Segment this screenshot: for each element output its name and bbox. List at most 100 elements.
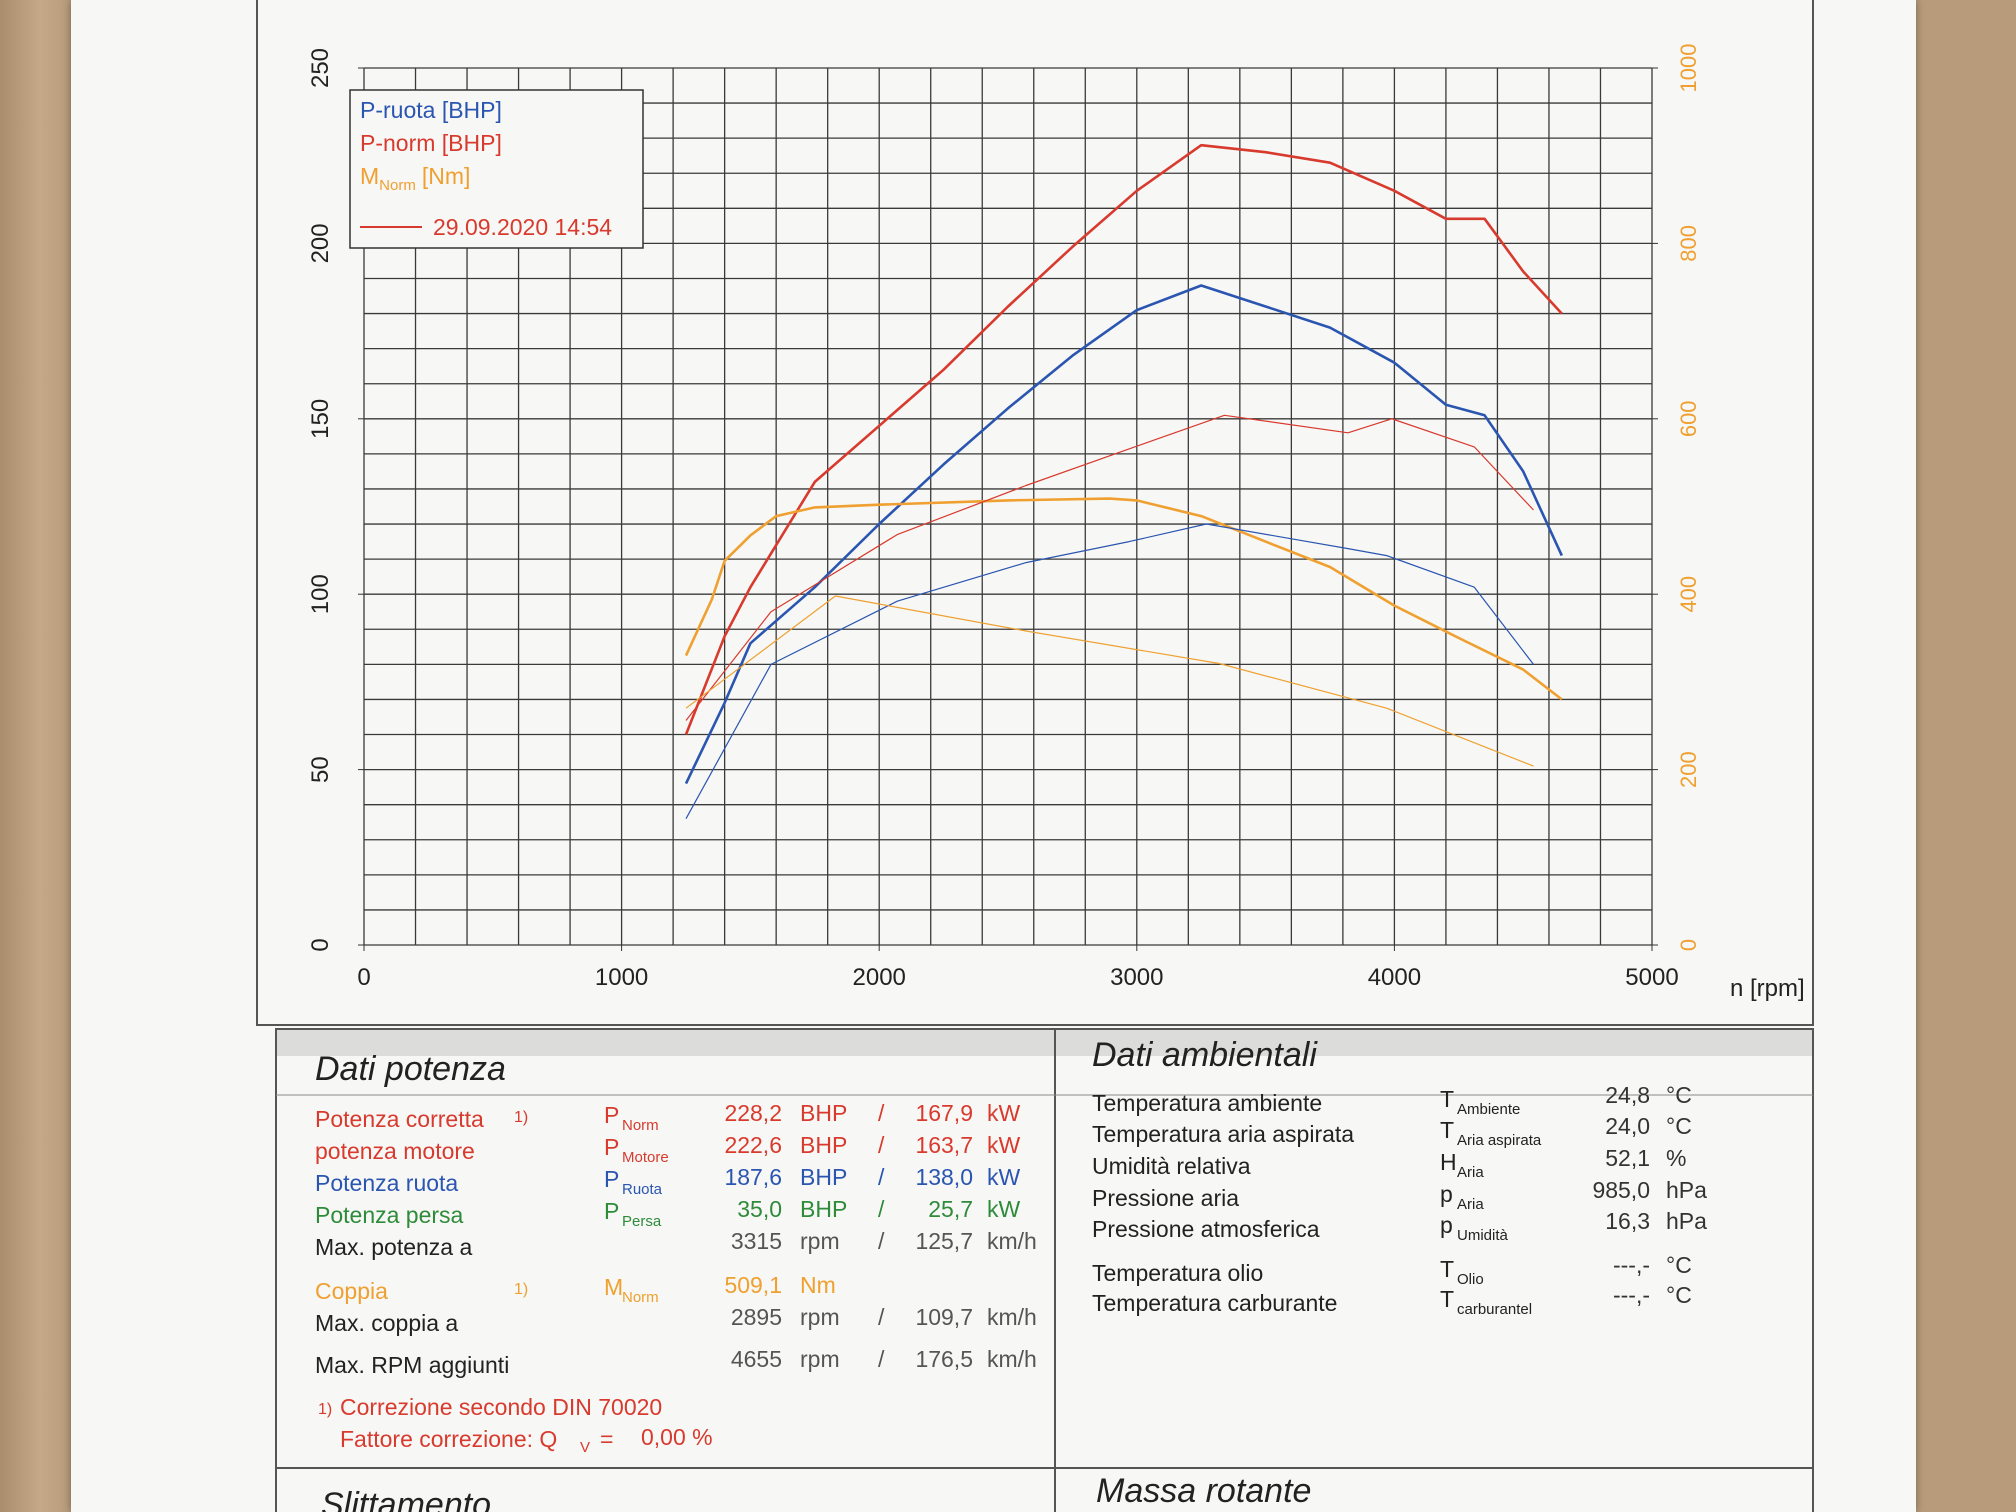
row-value2: 25,7 [928, 1196, 973, 1222]
y2-tick-label: 800 [1676, 225, 1701, 262]
row-symbol-sub: Aria [1457, 1164, 1484, 1181]
row-symbol-sub: Aria aspirata [1457, 1132, 1542, 1149]
row-sep: / [878, 1196, 885, 1222]
row-symbol-sub: carburantel [1457, 1301, 1533, 1318]
row-unit2: kW [987, 1132, 1021, 1158]
row-label: potenza motore [315, 1138, 475, 1164]
row-sep: / [878, 1132, 885, 1158]
legend-name: P-ruota [BHP] [360, 97, 502, 123]
row-unit: °C [1666, 1082, 1692, 1108]
row-unit: °C [1666, 1252, 1692, 1278]
row-unit: °C [1666, 1113, 1692, 1139]
row-sep: / [878, 1228, 885, 1254]
row-unit2: kW [987, 1196, 1021, 1222]
row-sep: / [878, 1346, 885, 1372]
row-value: 16,3 [1605, 1208, 1650, 1234]
row-symbol: T [1440, 1117, 1455, 1143]
y2-tick-label: 1000 [1676, 44, 1701, 93]
series-line [685, 414, 1534, 721]
row-unit: hPa [1666, 1208, 1707, 1234]
legend-entry: P-norm [BHP] [360, 130, 502, 156]
footnote-line: Correzione secondo DIN 70020 [340, 1394, 663, 1420]
row-symbol-sub: Ruota [622, 1181, 663, 1198]
row-unit: hPa [1666, 1177, 1707, 1203]
row-symbol: T [1440, 1256, 1455, 1282]
row-sep: / [878, 1304, 885, 1330]
x-tick-label: 1000 [595, 964, 648, 991]
row-unit: rpm [800, 1228, 840, 1254]
row-symbol-sub: Norm [622, 1289, 659, 1306]
row-value2: 176,5 [915, 1346, 973, 1372]
row-unit2: kW [987, 1164, 1021, 1190]
row-value: 187,6 [724, 1164, 782, 1190]
series-line [685, 523, 1534, 819]
y-tick-label: 100 [307, 574, 334, 614]
row-value: ---,- [1612, 1252, 1650, 1278]
row-value: 35,0 [737, 1196, 782, 1222]
row-value: 509,1 [724, 1272, 782, 1298]
row-unit2: km/h [987, 1304, 1037, 1330]
row-note: 1) [514, 1281, 529, 1298]
y2-tick-label: 200 [1676, 751, 1701, 788]
row-value2: 125,7 [915, 1228, 973, 1254]
row-label: Max. RPM aggiunti [315, 1352, 510, 1378]
row-symbol: M [604, 1274, 624, 1300]
x-tick-label: 2000 [853, 964, 906, 991]
legend-entry: MNorm [Nm] [360, 163, 470, 194]
row-unit2: kW [987, 1100, 1021, 1126]
row-unit: BHP [800, 1132, 848, 1158]
row-note: 1) [514, 1109, 529, 1126]
series-line [685, 595, 1534, 767]
row-value: 3315 [730, 1228, 782, 1254]
x-tick-label: 5000 [1625, 964, 1678, 991]
x-axis-label: n [rpm] [1730, 975, 1805, 1002]
row-label: Pressione aria [1092, 1185, 1240, 1211]
row-value: 222,6 [724, 1132, 782, 1158]
row-unit: Nm [800, 1272, 836, 1298]
row-value: 228,2 [724, 1100, 782, 1126]
row-value2: 163,7 [915, 1132, 973, 1158]
row-label: Potenza persa [315, 1202, 464, 1228]
row-symbol-sub: Olio [1457, 1271, 1484, 1288]
row-value: 52,1 [1605, 1145, 1650, 1171]
row-value: 2895 [730, 1304, 782, 1330]
footnote-line: Fattore correzione: Q [340, 1426, 558, 1452]
row-value: ---,- [1612, 1282, 1650, 1308]
row-sep: / [878, 1164, 885, 1190]
y-tick-label: 200 [307, 223, 334, 263]
row-symbol-sub: Ambiente [1457, 1101, 1521, 1118]
y-tick-label: 150 [307, 399, 334, 439]
row-symbol: p [1440, 1212, 1453, 1238]
row-value: 985,0 [1592, 1177, 1650, 1203]
row-unit2: km/h [987, 1228, 1037, 1254]
section-title: Dati potenza [315, 1050, 506, 1088]
x-tick-label: 0 [357, 964, 370, 991]
row-symbol: T [1440, 1086, 1455, 1112]
table-header-band [277, 1030, 1812, 1056]
row-value: 24,8 [1605, 1082, 1650, 1108]
legend-name-suffix: [Nm] [422, 163, 471, 189]
x-tick-label: 4000 [1368, 964, 1421, 991]
row-unit: °C [1666, 1282, 1692, 1308]
footnote-mark: 1) [318, 1401, 333, 1418]
row-label: Max. potenza a [315, 1234, 473, 1260]
paper [71, 0, 1916, 1512]
y2-tick-label: 400 [1676, 576, 1701, 613]
row-unit2: km/h [987, 1346, 1037, 1372]
row-sep: / [878, 1100, 885, 1126]
row-symbol: H [1440, 1149, 1457, 1175]
row-value: 4655 [730, 1346, 782, 1372]
row-value2: 138,0 [915, 1164, 973, 1190]
section-title: Massa rotante [1096, 1472, 1312, 1510]
legend-name: M [360, 163, 379, 189]
y-tick-label: 250 [307, 48, 334, 88]
row-symbol-sub: Umidità [1457, 1227, 1508, 1244]
row-label: Pressione atmosferica [1092, 1216, 1320, 1242]
chart-frame [256, 0, 1814, 1026]
row-symbol: P [604, 1198, 620, 1224]
legend-name: P-norm [BHP] [360, 130, 502, 156]
legend-box [349, 89, 644, 249]
row-unit: BHP [800, 1196, 848, 1222]
row-label: Potenza corretta [315, 1106, 484, 1132]
